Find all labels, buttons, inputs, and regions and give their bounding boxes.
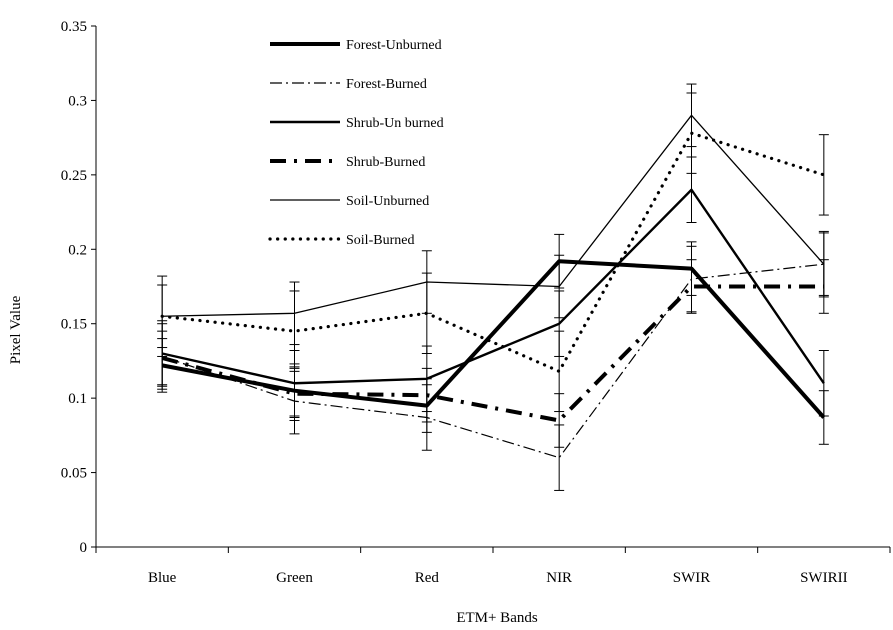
x-tick-label: SWIR: [673, 570, 711, 586]
legend-label: Shrub-Burned: [346, 155, 425, 170]
y-tick-label: 0: [80, 540, 88, 556]
legend-label: Soil-Unburned: [346, 194, 429, 209]
legend-item-soil-unburned: Soil-Unburned: [270, 194, 429, 209]
legend-label: Forest-Burned: [346, 77, 427, 92]
x-axis-title: ETM+ Bands: [456, 610, 538, 626]
y-tick-label: 0.15: [61, 317, 87, 333]
x-tick-label: Blue: [148, 570, 177, 586]
legend-label: Forest-Unburned: [346, 38, 442, 53]
y-tick-label: 0.35: [61, 19, 87, 35]
error-bar: [421, 272, 432, 354]
series-line: [161, 263, 824, 459]
series-line: [160, 131, 826, 373]
x-axis: Blue Green Red NIR SWIR SWIRII: [95, 546, 891, 586]
x-tick-label: Green: [276, 570, 313, 586]
error-bar: [157, 275, 168, 357]
error-bar: [421, 367, 432, 423]
series-forest-unburned: [157, 233, 829, 445]
legend: Forest-Unburned Forest-Burned Shrub-Un bur…: [268, 38, 444, 248]
y-tick-label: 0.1: [68, 391, 87, 407]
error-bar: [289, 290, 300, 372]
error-bar: [818, 232, 829, 296]
x-tick-label: SWIRII: [800, 570, 848, 586]
legend-item-shrub-burned: Shrub-Burned: [270, 155, 425, 170]
legend-item-forest-burned: Forest-Burned: [270, 77, 427, 92]
series-line: [162, 114, 825, 317]
legend-item-soil-burned: Soil-Burned: [268, 233, 414, 248]
legend-item-shrub-un-burned: Shrub-Un burned: [270, 116, 444, 131]
error-bar: [818, 350, 829, 417]
error-bar: [554, 330, 565, 413]
series-soil-burned: [157, 92, 829, 413]
series-line: [161, 284, 824, 423]
error-bar: [818, 134, 829, 216]
y-axis: 0 0.05 0.1 0.15 0.2 0.25 0.3 0.35: [61, 19, 97, 556]
error-bar: [686, 259, 697, 314]
legend-item-forest-unburned: Forest-Unburned: [270, 38, 442, 53]
series-forest-burned: [157, 230, 829, 491]
y-tick-label: 0.2: [68, 242, 87, 258]
y-axis-title: Pixel Value: [8, 295, 24, 364]
error-bar: [686, 92, 697, 174]
x-tick-label: NIR: [546, 570, 572, 586]
series-shrub-un-burned: [157, 156, 829, 417]
y-tick-label: 0.25: [61, 168, 87, 184]
x-tick-label: Red: [415, 570, 440, 586]
y-tick-label: 0.05: [61, 466, 87, 482]
y-tick-label: 0.3: [68, 93, 87, 109]
series-shrub-burned: [157, 259, 829, 448]
series-line: [161, 188, 825, 385]
error-bar: [554, 254, 565, 319]
legend-label: Shrub-Un burned: [346, 116, 444, 131]
legend-label: Soil-Burned: [346, 233, 414, 248]
series-layer: [157, 83, 829, 491]
